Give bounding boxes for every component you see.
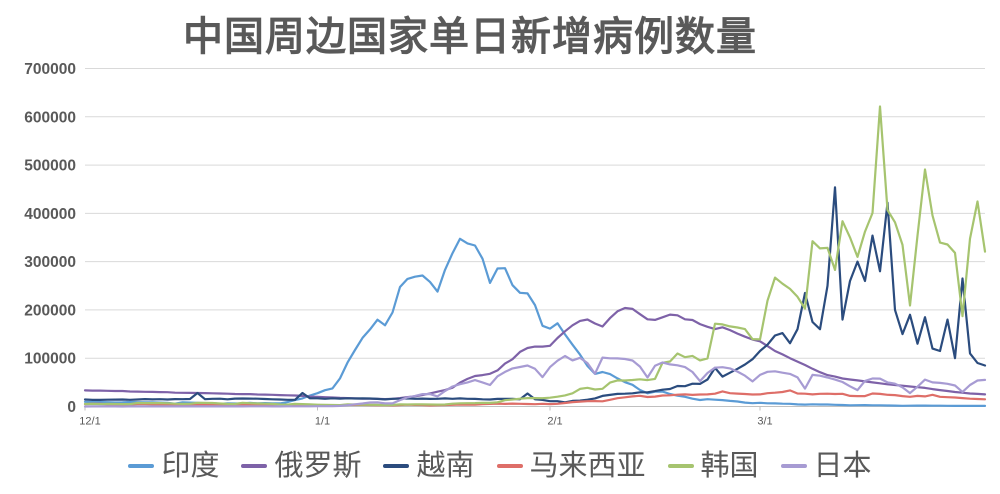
legend-swatch-south-korea-icon	[667, 464, 694, 468]
series-line-vietnam	[83, 186, 987, 404]
legend-swatch-vietnam-icon	[383, 464, 410, 468]
legend-item-japan: 日本	[780, 449, 872, 482]
legend-swatch-malaysia-icon	[496, 464, 523, 468]
series-line-russia	[83, 306, 987, 401]
legend-label-vietnam: 越南	[416, 449, 475, 482]
y-axis-tick-label: 400000	[24, 206, 76, 223]
legend-label-south-korea: 韩国	[700, 449, 759, 482]
y-axis-tick-label: 100000	[24, 351, 76, 368]
series-line-japan	[83, 354, 987, 408]
y-axis-tick-label: 500000	[24, 158, 76, 175]
legend-swatch-japan-icon	[780, 464, 807, 468]
x-axis-tick-label: 12/1	[79, 416, 100, 428]
y-axis-tick-label: 600000	[24, 109, 76, 126]
legend-item-india: 印度	[128, 449, 220, 482]
x-axis-tick-label: 2/1	[547, 416, 562, 428]
y-axis-tick-label: 300000	[24, 254, 76, 271]
legend-item-south-korea: 韩国	[667, 449, 759, 482]
series-line-india	[83, 237, 987, 407]
y-axis-tick-label: 0	[67, 399, 76, 416]
legend-label-malaysia: 马来西亚	[529, 449, 646, 482]
legend: 印度 俄罗斯 越南 马来西亚 韩国 日本	[0, 444, 1000, 488]
legend-item-malaysia: 马来西亚	[496, 449, 646, 482]
chart-title: 中国周边国家单日新增病例数量	[183, 15, 757, 59]
plot-area: 0 100000 200000 300000 400000 500000 600000 700…	[24, 61, 987, 428]
y-axis-tick-label: 700000	[24, 61, 76, 78]
legend-label-russia: 俄罗斯	[274, 449, 362, 482]
legend-item-vietnam: 越南	[383, 449, 475, 482]
legend-label-japan: 日本	[813, 449, 872, 482]
y-axis-tick-label: 200000	[24, 302, 76, 319]
legend-swatch-india-icon	[128, 464, 155, 468]
series-line-south-korea	[83, 105, 987, 407]
legend-swatch-russia-icon	[241, 464, 268, 468]
x-axis-tick-label: 1/1	[315, 416, 330, 428]
legend-item-russia: 俄罗斯	[241, 449, 362, 482]
legend-label-india: 印度	[161, 449, 220, 482]
x-axis-tick-label: 3/1	[757, 416, 772, 428]
